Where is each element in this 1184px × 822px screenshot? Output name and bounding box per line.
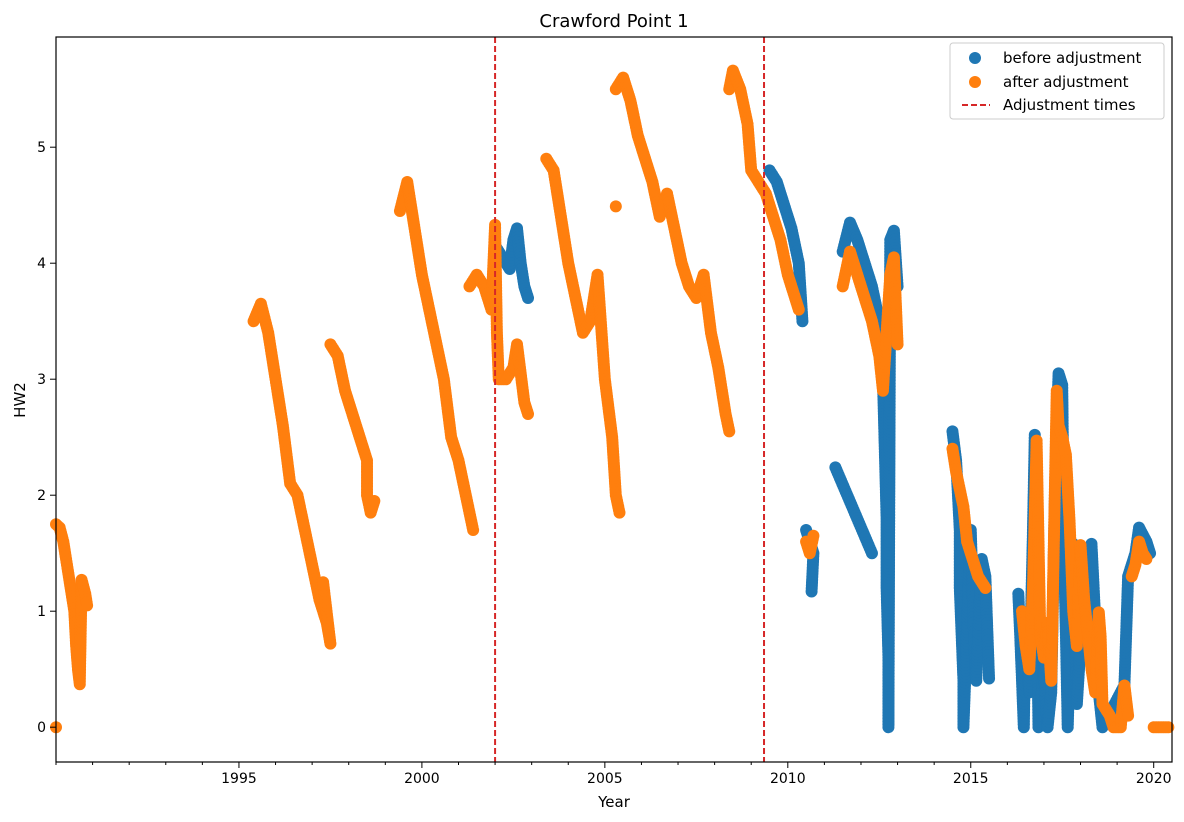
- y-axis-title: HW2: [11, 382, 29, 418]
- plot-area: [50, 37, 1175, 762]
- x-tick-label: 2010: [770, 771, 806, 787]
- adjustment-lines: [494, 37, 766, 762]
- legend-marker-before: [969, 52, 981, 64]
- legend-label-before: before adjustment: [1003, 49, 1141, 67]
- point-after: [522, 408, 535, 420]
- y-tick-label: 5: [37, 140, 46, 156]
- legend-marker-after: [969, 76, 981, 88]
- y-axis: 0 1 2 3 4 5: [37, 140, 56, 736]
- legend-box: [949, 42, 1165, 120]
- x-tick-label: 2015: [953, 771, 989, 787]
- point-after: [1122, 709, 1135, 722]
- y-tick-label: 1: [37, 604, 46, 620]
- legend: before adjustment after adjustment Adjus…: [949, 42, 1165, 120]
- x-axis: 1995 2000 2005 2010 2015 2020: [55, 762, 1172, 787]
- point-after: [81, 599, 94, 612]
- point-after: [467, 524, 480, 536]
- chart-title: Crawford Point 1: [539, 11, 688, 32]
- y-tick-label: 2: [37, 488, 46, 504]
- series-after-adjustment: [50, 64, 1175, 734]
- x-tick-label: 2005: [587, 771, 623, 787]
- point-before: [522, 292, 535, 304]
- point-after: [979, 582, 992, 594]
- x-axis-title: Year: [597, 793, 631, 811]
- y-tick-label: 3: [37, 372, 46, 388]
- point-after: [807, 529, 820, 542]
- point-after: [792, 303, 805, 316]
- point-before: [796, 315, 809, 328]
- point-after: [1140, 553, 1153, 565]
- plot-frame: [55, 36, 1173, 763]
- point-after: [723, 425, 736, 438]
- point-before: [805, 585, 818, 598]
- point-after: [1162, 721, 1175, 734]
- legend-label-after: after adjustment: [1003, 73, 1129, 91]
- point-before: [983, 672, 996, 685]
- x-tick-label: 2020: [1136, 771, 1172, 787]
- x-tick-label: 1995: [221, 771, 257, 787]
- point-after: [891, 338, 904, 351]
- x-tick-label: 2000: [404, 771, 440, 787]
- point-after: [368, 495, 381, 507]
- legend-label-adjustment: Adjustment times: [1003, 96, 1136, 114]
- y-tick-label: 4: [37, 256, 46, 272]
- point-after: [613, 506, 626, 519]
- point-after: [609, 200, 622, 213]
- point-before: [865, 547, 878, 560]
- point-after: [317, 576, 330, 589]
- y-tick-label: 0: [37, 720, 46, 736]
